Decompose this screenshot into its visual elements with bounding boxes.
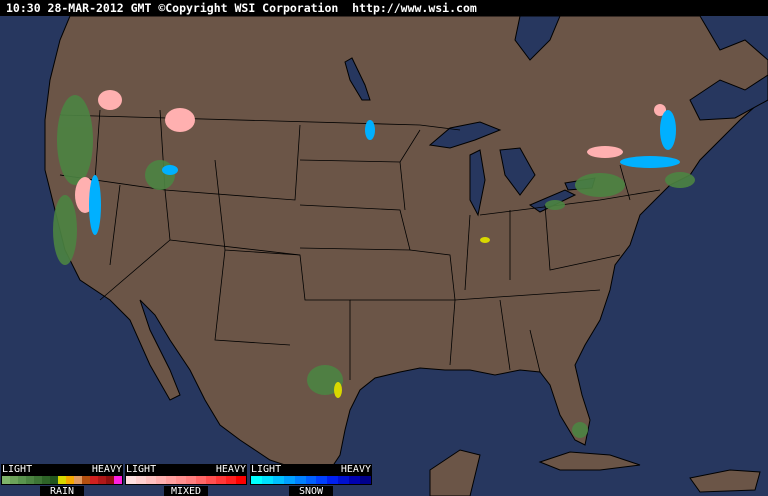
rain-echo <box>665 172 695 188</box>
legend-heavy-label: HEAVY <box>91 464 122 475</box>
legend-color-swatch <box>206 476 216 484</box>
rain-echo <box>307 365 343 395</box>
yucatan <box>429 449 481 496</box>
legend-color-swatch <box>90 476 98 484</box>
legend-type-label: RAIN <box>40 486 84 496</box>
legend-color-swatch <box>272 476 284 484</box>
snow-echo <box>660 110 676 150</box>
north-america-landmass <box>44 16 768 471</box>
rain-echo <box>545 200 565 210</box>
legend-color-swatch <box>114 476 122 484</box>
lake-michigan <box>469 149 486 217</box>
legend-color-swatch <box>236 476 246 484</box>
legend-color-swatch <box>58 476 66 484</box>
legend-color-swatch <box>294 476 306 484</box>
legend-color-swatch <box>226 476 236 484</box>
legend-color-swatch <box>50 476 58 484</box>
legend-color-swatch <box>26 476 34 484</box>
lake-huron <box>499 147 536 196</box>
snow-echo <box>365 120 375 140</box>
legend-color-swatch <box>196 476 206 484</box>
legend-color-swatch <box>106 476 114 484</box>
legend-color-swatch <box>82 476 90 484</box>
snow-echo <box>620 156 680 168</box>
legend-color-swatch <box>360 476 371 484</box>
legend-color-swatch <box>338 476 350 484</box>
legend-color-swatch <box>34 476 42 484</box>
hudson-bay-inlet <box>514 16 561 61</box>
hispaniola <box>689 469 761 493</box>
legend-color-swatch <box>327 476 339 484</box>
legend-heavy-label: HEAVY <box>215 464 246 475</box>
legend-snow: LIGHT HEAVY SNOW <box>250 464 372 496</box>
rain-echo <box>575 173 625 197</box>
legend-color-swatch <box>186 476 196 484</box>
legend-color-bar <box>125 475 247 485</box>
legend-color-swatch <box>251 476 262 484</box>
legend-rain: LIGHT HEAVY RAIN <box>1 464 123 496</box>
mixed-echo <box>587 146 623 158</box>
rain-echo-moderate <box>334 382 342 398</box>
legend-heavy-label: HEAVY <box>340 464 371 475</box>
legend-color-swatch <box>166 476 176 484</box>
rain-echo <box>53 195 77 265</box>
rain-echo <box>572 422 588 438</box>
legend-color-swatch <box>146 476 156 484</box>
legend-color-swatch <box>18 476 26 484</box>
legend-type-label: SNOW <box>289 486 333 496</box>
legend-light-label: LIGHT <box>126 464 157 475</box>
legend-color-swatch <box>42 476 50 484</box>
legend-color-swatch <box>316 476 328 484</box>
legend-color-swatch <box>283 476 295 484</box>
timestamp-copyright-banner: 10:30 28-MAR-2012 GMT ©Copyright WSI Cor… <box>0 0 768 16</box>
legend-color-swatch <box>126 476 136 484</box>
gulf-of-st-lawrence <box>689 74 768 121</box>
legend-color-swatch <box>156 476 166 484</box>
legend-color-swatch <box>349 476 361 484</box>
rain-echo <box>57 95 93 185</box>
legend-color-swatch <box>216 476 226 484</box>
legend-color-swatch <box>305 476 317 484</box>
state-borders <box>59 109 661 380</box>
mixed-echo <box>654 104 666 116</box>
snow-echo <box>89 175 101 235</box>
cuba <box>538 451 641 471</box>
rain-echo <box>145 160 175 190</box>
legend-color-bar <box>1 475 123 485</box>
legend-color-bar <box>250 475 372 485</box>
legend-color-swatch <box>176 476 186 484</box>
legend-light-label: LIGHT <box>251 464 282 475</box>
lake-winnipeg <box>344 57 371 101</box>
legend-color-swatch <box>98 476 106 484</box>
legend-type-label: MIXED <box>164 486 208 496</box>
legend-color-swatch <box>261 476 273 484</box>
lake-superior <box>428 121 502 149</box>
mixed-echo <box>165 108 195 132</box>
legend-color-swatch <box>136 476 146 484</box>
rain-echo-moderate <box>480 237 490 243</box>
legend-light-label: LIGHT <box>2 464 33 475</box>
precipitation-echoes <box>53 90 695 438</box>
map-canvas <box>0 16 768 496</box>
legend-color-swatch <box>66 476 74 484</box>
legend-color-swatch <box>2 476 10 484</box>
mixed-echo <box>98 90 122 110</box>
legend-color-swatch <box>10 476 18 484</box>
legend-color-swatch <box>74 476 82 484</box>
legend-mixed: LIGHT HEAVY MIXED <box>125 464 247 496</box>
snow-echo <box>162 165 178 175</box>
